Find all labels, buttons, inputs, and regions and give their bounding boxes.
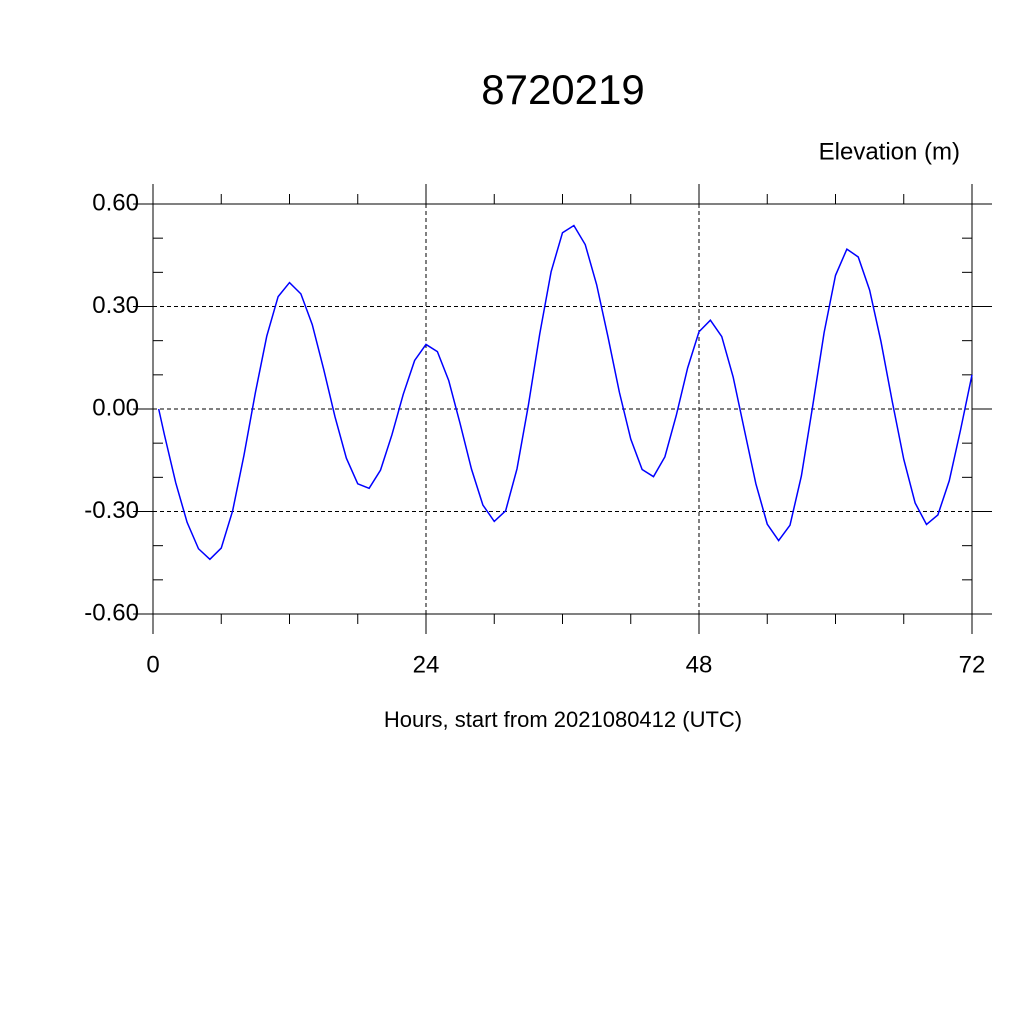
- x-tick-label: 24: [413, 651, 440, 678]
- y-tick-label: -0.30: [84, 497, 139, 524]
- y-tick-label: 0.30: [92, 292, 139, 319]
- y-tick-label: -0.60: [84, 599, 139, 626]
- x-tick-label: 0: [146, 651, 159, 678]
- y-axis-label: Elevation (m): [819, 138, 960, 165]
- x-axis-label: Hours, start from 2021080412 (UTC): [384, 707, 742, 732]
- y-tick-label: 0.60: [92, 189, 139, 216]
- x-tick-label: 48: [686, 651, 713, 678]
- y-tick-label: 0.00: [92, 394, 139, 421]
- x-tick-label: 72: [959, 651, 986, 678]
- chart-title: 8720219: [481, 66, 645, 113]
- series-line: [157, 224, 973, 561]
